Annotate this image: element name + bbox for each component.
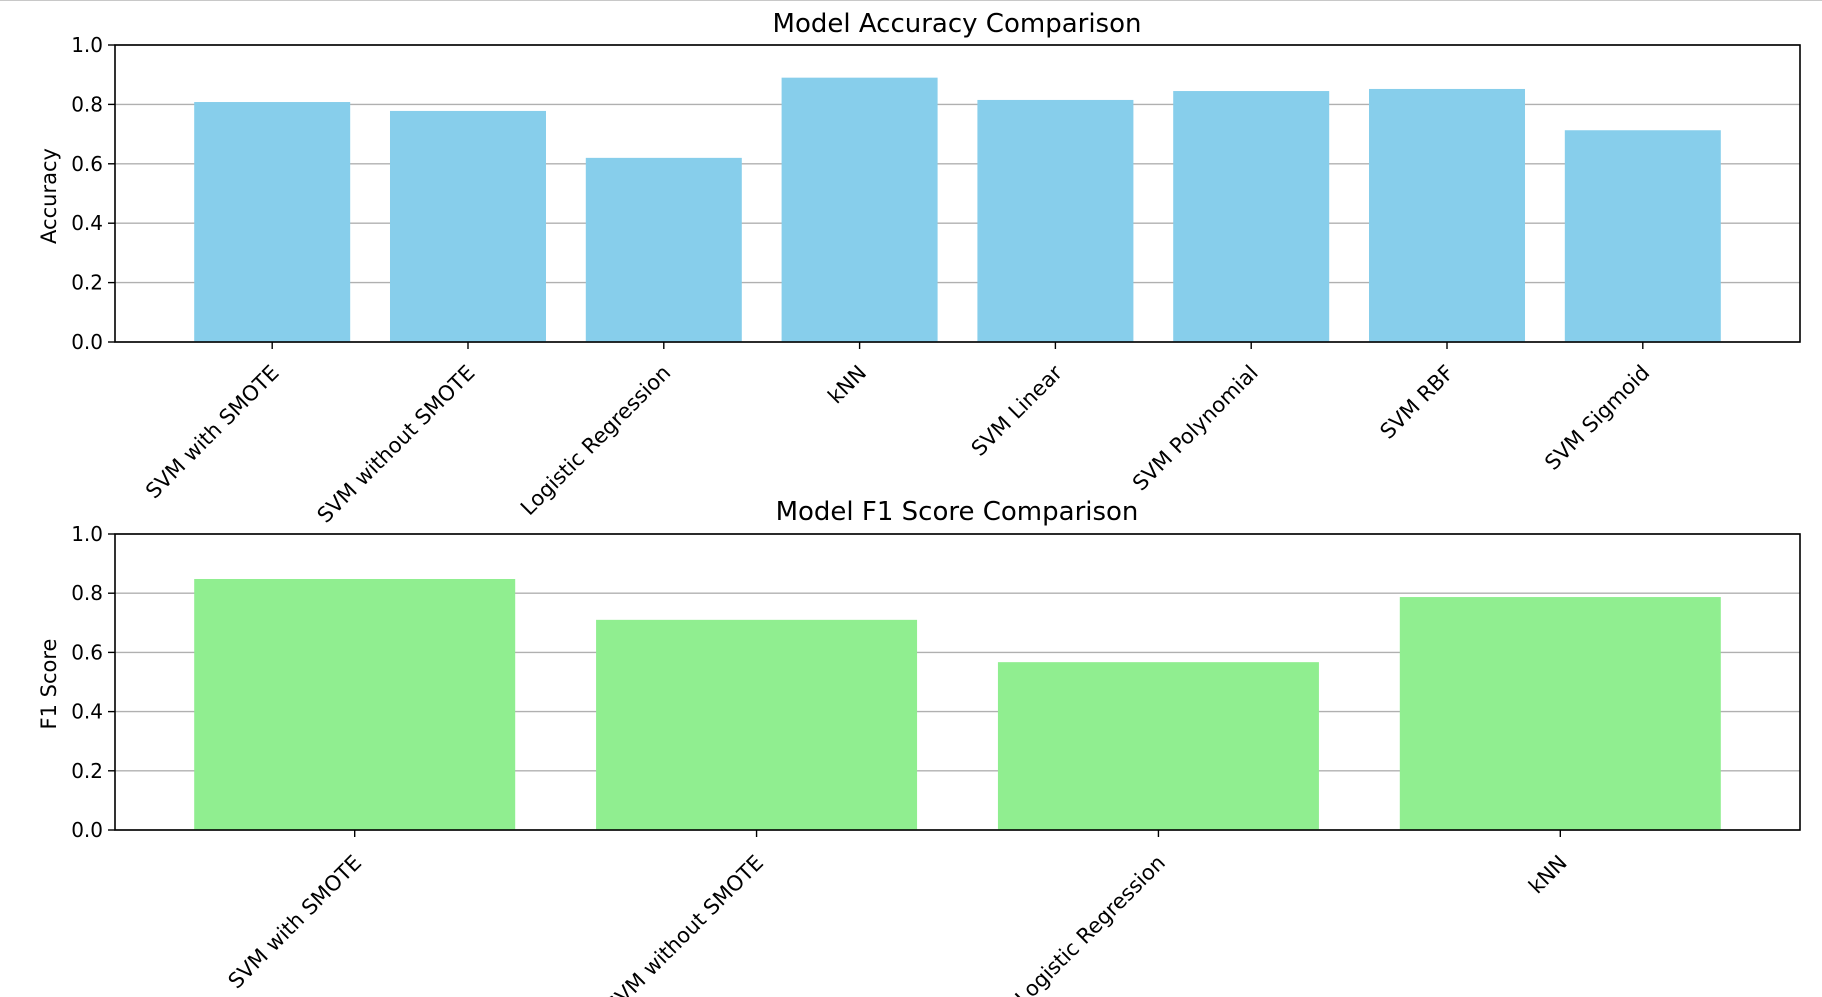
y-tick-label: 0.6	[71, 152, 103, 176]
f1-score-chart: Model F1 Score Comparison F1 Score 0.00.…	[37, 497, 1801, 997]
x-tick-label: SVM Linear	[967, 360, 1067, 460]
y-tick-label: 1.0	[71, 522, 103, 546]
y-tick-label: 0.0	[71, 818, 103, 842]
x-tick-label: Logistic Regression	[516, 361, 675, 520]
y-axis-label: F1 Score	[37, 639, 61, 730]
bar	[781, 77, 938, 343]
x-tick-label: SVM Polynomial	[1128, 361, 1263, 496]
x-tick-label: SVM RBF	[1375, 361, 1458, 444]
bar	[585, 157, 742, 342]
y-tick-label: 0.6	[71, 640, 103, 664]
y-tick-label: 0.8	[71, 92, 103, 116]
plot-frame	[114, 533, 1801, 831]
bar	[1399, 597, 1721, 830]
accuracy-chart: Model Accuracy Comparison Accuracy 0.00.…	[37, 9, 1801, 528]
bar	[596, 619, 918, 830]
bar	[1564, 130, 1721, 342]
y-axis-label: Accuracy	[37, 148, 61, 244]
y-tick-label: 0.2	[71, 271, 103, 295]
y-ticks: 0.0 0.2 0.4 0.6 0.8 1.0	[71, 33, 115, 354]
bar	[977, 99, 1134, 342]
x-tick-label: kNN	[1524, 851, 1572, 899]
x-tick-label: SVM with SMOTE	[141, 361, 284, 504]
x-tick-label: SVM without SMOTE	[601, 851, 768, 997]
grid-lines	[115, 44, 1800, 343]
bar	[389, 110, 546, 343]
bar	[997, 662, 1319, 830]
bar	[1369, 88, 1526, 343]
x-ticks: SVM with SMOTE SVM without SMOTE Logistic …	[224, 830, 1572, 997]
y-tick-label: 0.8	[71, 581, 103, 605]
x-tick-label: SVM without SMOTE	[313, 361, 480, 528]
x-tick-label: SVM Sigmoid	[1540, 361, 1654, 475]
x-tick-label: kNN	[823, 361, 871, 409]
bar	[194, 578, 516, 830]
chart-title: Model F1 Score Comparison	[776, 497, 1139, 527]
y-tick-label: 0.4	[71, 700, 103, 724]
x-tick-label: SVM with SMOTE	[224, 851, 367, 994]
x-tick-label: Logistic Regression	[1011, 851, 1170, 997]
y-tick-label: 0.2	[71, 759, 103, 783]
y-tick-label: 1.0	[71, 33, 103, 57]
y-tick-label: 0.0	[71, 330, 103, 354]
bars	[194, 77, 1721, 343]
bar	[1173, 91, 1330, 342]
y-ticks: 0.0 0.2 0.4 0.6 0.8 1.0	[71, 522, 115, 842]
chart-title: Model Accuracy Comparison	[773, 9, 1142, 39]
plot-frame	[114, 44, 1801, 343]
y-tick-label: 0.4	[71, 211, 103, 235]
bar	[194, 102, 351, 342]
bars	[194, 578, 1721, 830]
